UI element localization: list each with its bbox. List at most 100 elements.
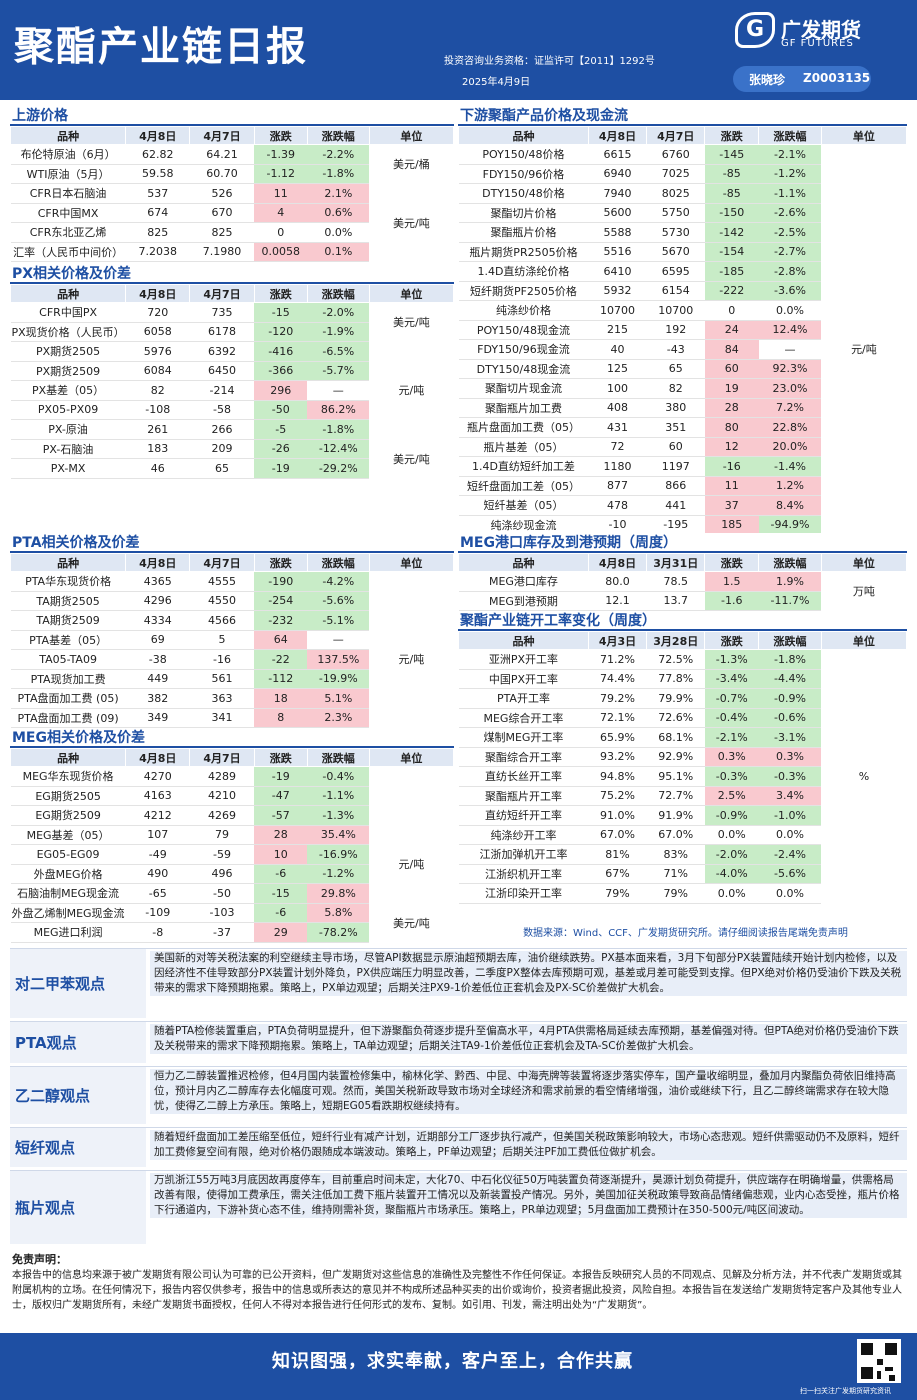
column-header: 涨跌幅 <box>306 748 370 767</box>
table-cell: 4212 <box>125 805 190 826</box>
table-cell: -142 <box>704 222 759 243</box>
column-header: 4月7日 <box>646 126 706 145</box>
table-cell: 4289 <box>189 766 255 787</box>
table-cell: -3.4% <box>704 669 759 689</box>
unit-cell: 美元/吨 <box>369 302 454 342</box>
table-cell: 74.4% <box>588 669 647 689</box>
meg-panel: MEG相关价格及价差 品种 4月8日 4月7日 涨跌 涨跌幅 单位 MEG华东现货价格 4270… <box>9 728 455 943</box>
table-cell: 65 <box>646 359 705 379</box>
column-header: 涨跌幅 <box>758 631 822 650</box>
table-cell: 1.9% <box>758 571 822 592</box>
table-cell: 82 <box>646 378 705 399</box>
table-cell: 866 <box>646 476 705 496</box>
table-cell: -47 <box>254 786 308 806</box>
table-cell: 185 <box>704 515 759 535</box>
column-header: 涨跌 <box>704 553 760 572</box>
table-cell: PX05-PX09 <box>10 400 126 420</box>
table-cell: 11 <box>254 183 308 204</box>
table-cell: -120 <box>254 322 308 342</box>
column-header: 涨跌 <box>253 553 308 572</box>
column-header: 单位 <box>820 553 908 572</box>
table-cell: 10 <box>254 844 308 865</box>
table-cell: 1.4D直纺涤纶价格 <box>458 261 589 282</box>
table-cell: -190 <box>254 571 308 592</box>
table-cell: WTI原油（5月） <box>10 164 126 184</box>
table-cell: 聚酯瓶片加工费 <box>458 398 589 418</box>
table-cell: 825 <box>189 222 255 243</box>
data-table: 品种 4月8日 4月7日 涨跌 涨跌幅 单位 PTA华东现货价格 4365 4555 -190 -4… <box>9 553 455 728</box>
table-row: 聚酯综合开工率 93.2% 92.9% 0.3% 0.3%% <box>458 747 907 806</box>
table-cell: 4550 <box>189 591 255 611</box>
table-row: MEG综合开工率 72.1% 72.6% -0.4% -0.6% <box>458 708 907 728</box>
table-row: 江浙加弹机开工率 81% 83% -2.0% -2.4% <box>458 844 907 865</box>
unit-cell <box>821 805 907 903</box>
table-cell: 341 <box>189 708 255 728</box>
unit-cell: % <box>821 747 907 806</box>
table-row: 短纤盘面加工差（05） 877 866 11 1.2% <box>458 476 907 496</box>
table-cell: -1.6 <box>704 591 759 611</box>
table-cell: -1.12 <box>254 164 308 184</box>
table-cell: 125 <box>588 359 647 379</box>
table-row: PTA盘面加工费 (05) 382 363 18 5.1% <box>10 688 454 728</box>
table-cell: 67% <box>588 864 647 884</box>
author-id: Z0003135 <box>803 71 871 85</box>
table-row: 煤制MEG开工率 65.9% 68.1% -2.1% -3.1% <box>458 727 907 748</box>
table-cell: 1.4D直纺短纤加工差 <box>458 456 589 477</box>
table-header: 品种 4月8日 4月7日 涨跌 涨跌幅 单位 <box>9 748 455 767</box>
unit-cell <box>821 144 907 320</box>
table-cell: 68.1% <box>646 727 705 748</box>
table-row: PX05-PX09 -108 -58 -50 86.2% <box>10 400 454 420</box>
table-cell: MEG进口利润 <box>10 922 126 943</box>
unit-cell: 元/吨 <box>369 341 454 439</box>
table-cell: -16.9% <box>307 844 370 865</box>
view-label: PTA观点 <box>10 1022 146 1063</box>
table-cell: -2.2% <box>307 144 370 165</box>
table-cell: 12.4% <box>758 320 822 340</box>
table-cell: EG期货2509 <box>10 805 126 826</box>
table-cell: 209 <box>189 439 255 459</box>
table-cell: 79 <box>189 825 255 845</box>
table-cell: 聚酯瓶片价格 <box>458 222 589 243</box>
table-row: TA05-TA09 -38 -16 -22 137.5% <box>10 649 454 670</box>
table-cell: -214 <box>189 380 255 401</box>
table-cell: -15 <box>254 883 308 904</box>
table-cell: -1.4% <box>758 456 822 477</box>
table-cell: 直纺短纤开工率 <box>458 805 589 826</box>
table-cell: 聚酯切片价格 <box>458 203 589 223</box>
column-header: 品种 <box>458 631 589 650</box>
table-cell: 5600 <box>588 203 647 223</box>
table-cell: -1.2% <box>307 864 370 884</box>
table-row: TA期货2505 4296 4550 -254 -5.6% <box>10 591 454 611</box>
table-cell: -145 <box>704 144 759 165</box>
table-cell: 12 <box>704 437 759 457</box>
data-table: 品种 4月8日 4月7日 涨跌 涨跌幅 单位 CFR中国PX 720 735 -15 -2.0% 美元… <box>9 284 455 479</box>
table-cell: 29.8% <box>307 883 370 904</box>
table-cell: CFR中国PX <box>10 302 126 323</box>
table-cell: 石脑油制MEG现金流 <box>10 883 126 904</box>
table-cell: 192 <box>646 320 705 340</box>
table-cell: 91.0% <box>588 805 647 826</box>
table-cell: -1.1% <box>307 786 370 806</box>
table-cell: 78.5 <box>646 571 705 592</box>
column-header: 单位 <box>820 126 908 145</box>
table-cell: 720 <box>125 302 190 323</box>
table-row: EG期货2509 4212 4269 -57 -1.3% <box>10 805 454 826</box>
section-title: MEG港口库存及到港预期（周度） <box>458 533 907 553</box>
table-row: 瓶片盘面加工费（05） 431 351 80 22.8% <box>458 417 907 438</box>
unit-cell <box>369 688 454 728</box>
column-header: 涨跌 <box>253 126 308 145</box>
section-title: 下游聚酯产品价格及现金流 <box>458 106 907 126</box>
table-row: CFR日本石脑油 537 526 11 2.1% 美元/吨 <box>10 183 454 262</box>
table-cell: 江浙织机开工率 <box>458 864 589 884</box>
table-cell: -195 <box>646 515 705 535</box>
table-cell: 纯涤纱价格 <box>458 300 589 321</box>
table-cell: 6450 <box>189 361 255 381</box>
table-cell: 5730 <box>646 222 705 243</box>
table-cell: 735 <box>189 302 255 323</box>
table-cell: -0.3% <box>704 766 759 787</box>
view-text: 恒力乙二醇装置推迟检修，但4月国内装置检修集中，榆林化学、黔西、中昆、中海壳牌等… <box>150 1069 907 1114</box>
table-cell: -108 <box>125 400 190 420</box>
table-row: PTA现货加工费 449 561 -112 -19.9% <box>10 669 454 689</box>
table-cell: 4566 <box>189 610 255 631</box>
table-cell: -19 <box>254 458 308 479</box>
